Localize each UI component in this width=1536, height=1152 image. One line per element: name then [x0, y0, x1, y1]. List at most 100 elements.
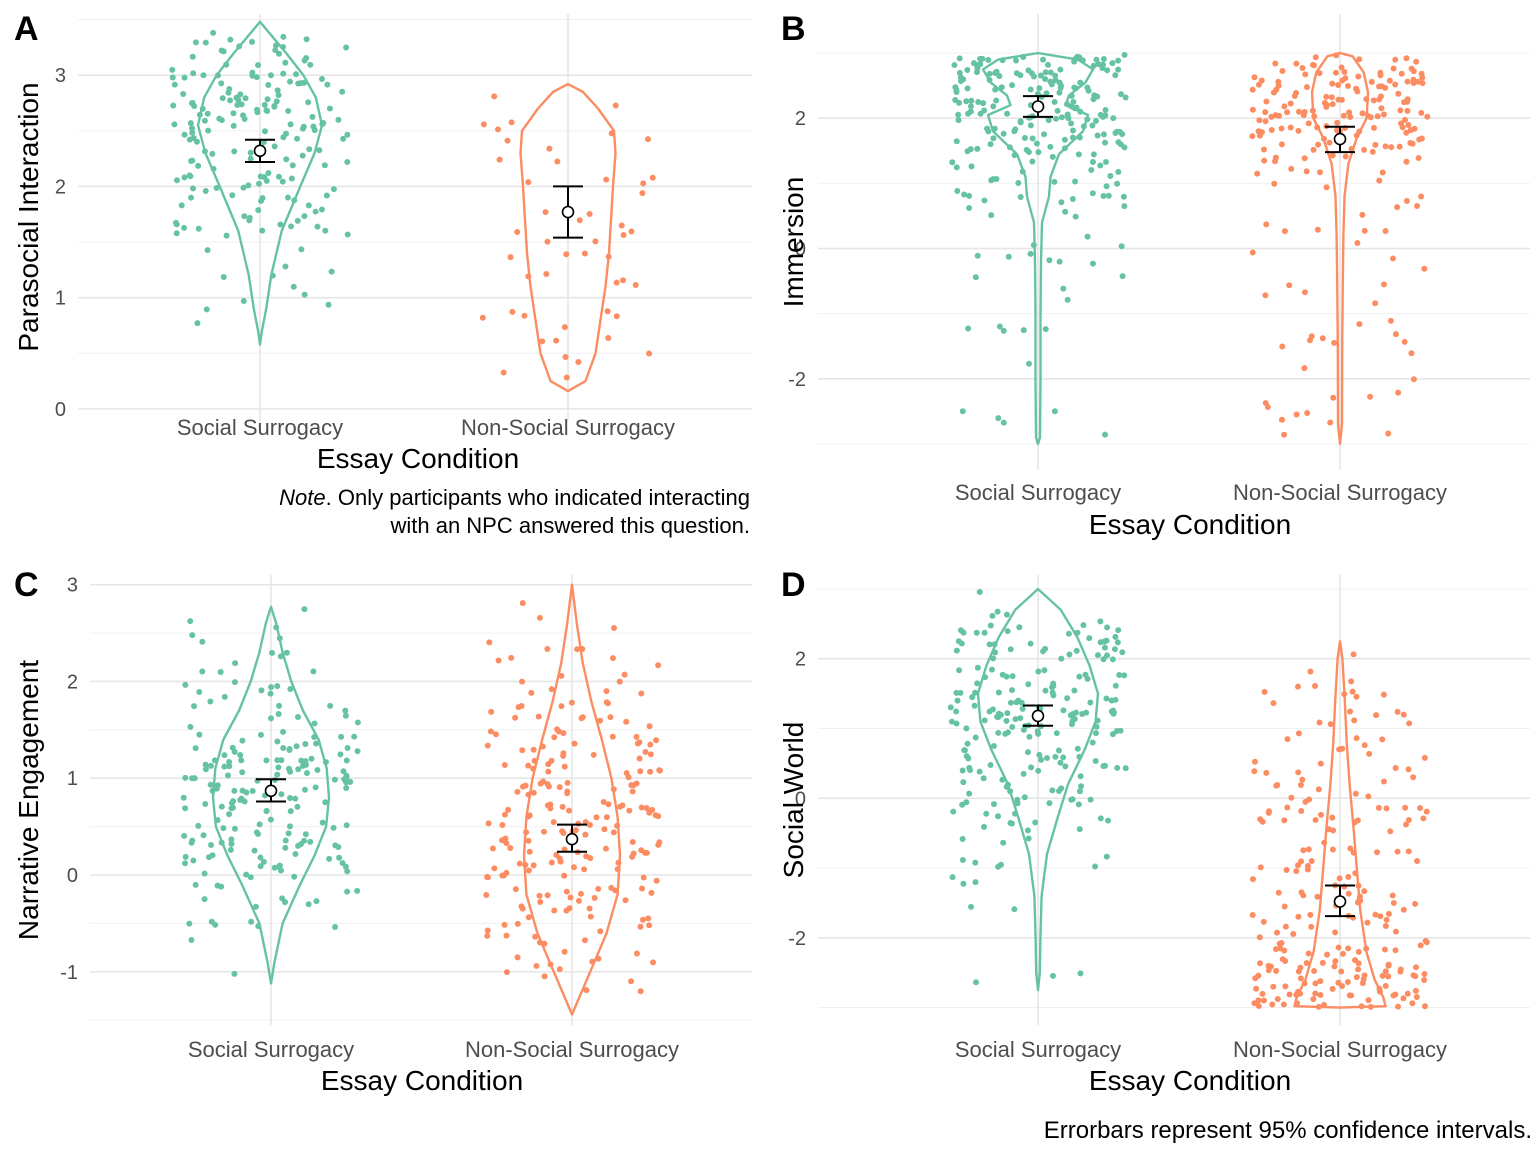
data-point [271, 143, 278, 150]
data-point [959, 767, 966, 774]
data-point [1372, 300, 1379, 307]
data-point [318, 75, 325, 82]
data-point [1071, 687, 1078, 694]
data-point [996, 323, 1003, 330]
data-point [1410, 76, 1417, 83]
data-point [204, 247, 211, 254]
data-point [341, 776, 348, 783]
data-point [1348, 678, 1355, 685]
data-point [1301, 289, 1308, 296]
data-point [1028, 764, 1035, 771]
data-point [613, 313, 620, 320]
data-point [499, 872, 506, 879]
data-point [1042, 326, 1049, 333]
data-point [1104, 652, 1111, 659]
data-point [647, 741, 654, 748]
data-point [267, 816, 274, 823]
data-point [496, 156, 503, 163]
data-point [285, 830, 292, 837]
data-point [514, 788, 521, 795]
data-point [633, 780, 640, 787]
data-point [1332, 69, 1339, 76]
data-point [1262, 400, 1269, 407]
data-point [196, 731, 203, 738]
data-point [1412, 987, 1419, 994]
data-point [1251, 758, 1258, 765]
data-point [173, 177, 180, 184]
data-point [1392, 947, 1399, 954]
data-point [219, 95, 226, 102]
data-point [260, 858, 267, 865]
data-point [1052, 72, 1059, 79]
data-point [247, 149, 254, 156]
data-point [633, 950, 640, 957]
data-point [241, 213, 248, 220]
data-point [1255, 1003, 1262, 1010]
data-point [1013, 70, 1020, 77]
data-point [1080, 622, 1087, 629]
data-point [1100, 763, 1107, 770]
data-point [180, 794, 187, 801]
data-point [653, 737, 660, 744]
data-point [980, 823, 987, 830]
data-point [1257, 960, 1264, 967]
x-tick-label: Social Surrogacy [188, 1037, 354, 1062]
data-point [1025, 681, 1032, 688]
data-point [1281, 431, 1288, 438]
data-point [217, 668, 224, 675]
data-point [1112, 682, 1119, 689]
data-point [637, 768, 644, 775]
data-point [1050, 692, 1057, 699]
data-point [265, 169, 272, 176]
data-point [343, 822, 350, 829]
data-point [294, 217, 301, 224]
data-point [484, 932, 491, 939]
data-point [1359, 211, 1366, 218]
violin-outline [1310, 51, 1370, 446]
data-point [541, 828, 548, 835]
data-point [228, 805, 235, 812]
data-point [1335, 82, 1342, 89]
data-point [632, 282, 639, 289]
data-point [1276, 940, 1283, 947]
data-point [953, 138, 960, 145]
data-point [196, 689, 203, 696]
data-point [1265, 962, 1272, 969]
data-point [619, 802, 626, 809]
y-axis-title: Immersion [778, 177, 809, 308]
data-point [1418, 193, 1425, 200]
mean-point [1333, 895, 1347, 908]
data-point [648, 889, 655, 896]
data-point [1390, 900, 1397, 907]
data-point [309, 113, 316, 120]
data-point [187, 723, 194, 730]
data-point [1293, 868, 1300, 875]
data-point [343, 44, 350, 51]
data-point [1396, 143, 1403, 150]
violin-outline [976, 587, 1100, 992]
data-point [530, 789, 537, 796]
data-point [976, 589, 983, 596]
data-point [996, 73, 1003, 80]
data-point [592, 238, 599, 245]
data-point [638, 804, 645, 811]
data-point [305, 99, 312, 106]
data-point [1352, 790, 1359, 797]
data-point [226, 763, 233, 770]
data-point [491, 865, 498, 872]
data-point [275, 50, 282, 57]
data-point [561, 948, 568, 955]
data-point [1334, 119, 1341, 126]
data-point [305, 901, 312, 908]
data-point [954, 187, 961, 194]
x-axis-title: Essay Condition [1089, 509, 1291, 540]
panel-b: -2 0 2 Social Surrogacy Non-Social Surrogacy… [778, 10, 1530, 540]
x-tick-label: Non-Social Surrogacy [1233, 480, 1447, 505]
data-point [514, 920, 521, 927]
data-point [1262, 109, 1269, 116]
data-point [280, 745, 287, 752]
data-point [1395, 389, 1402, 396]
data-point [223, 232, 230, 239]
data-point [189, 125, 196, 132]
data-point [1249, 911, 1256, 918]
